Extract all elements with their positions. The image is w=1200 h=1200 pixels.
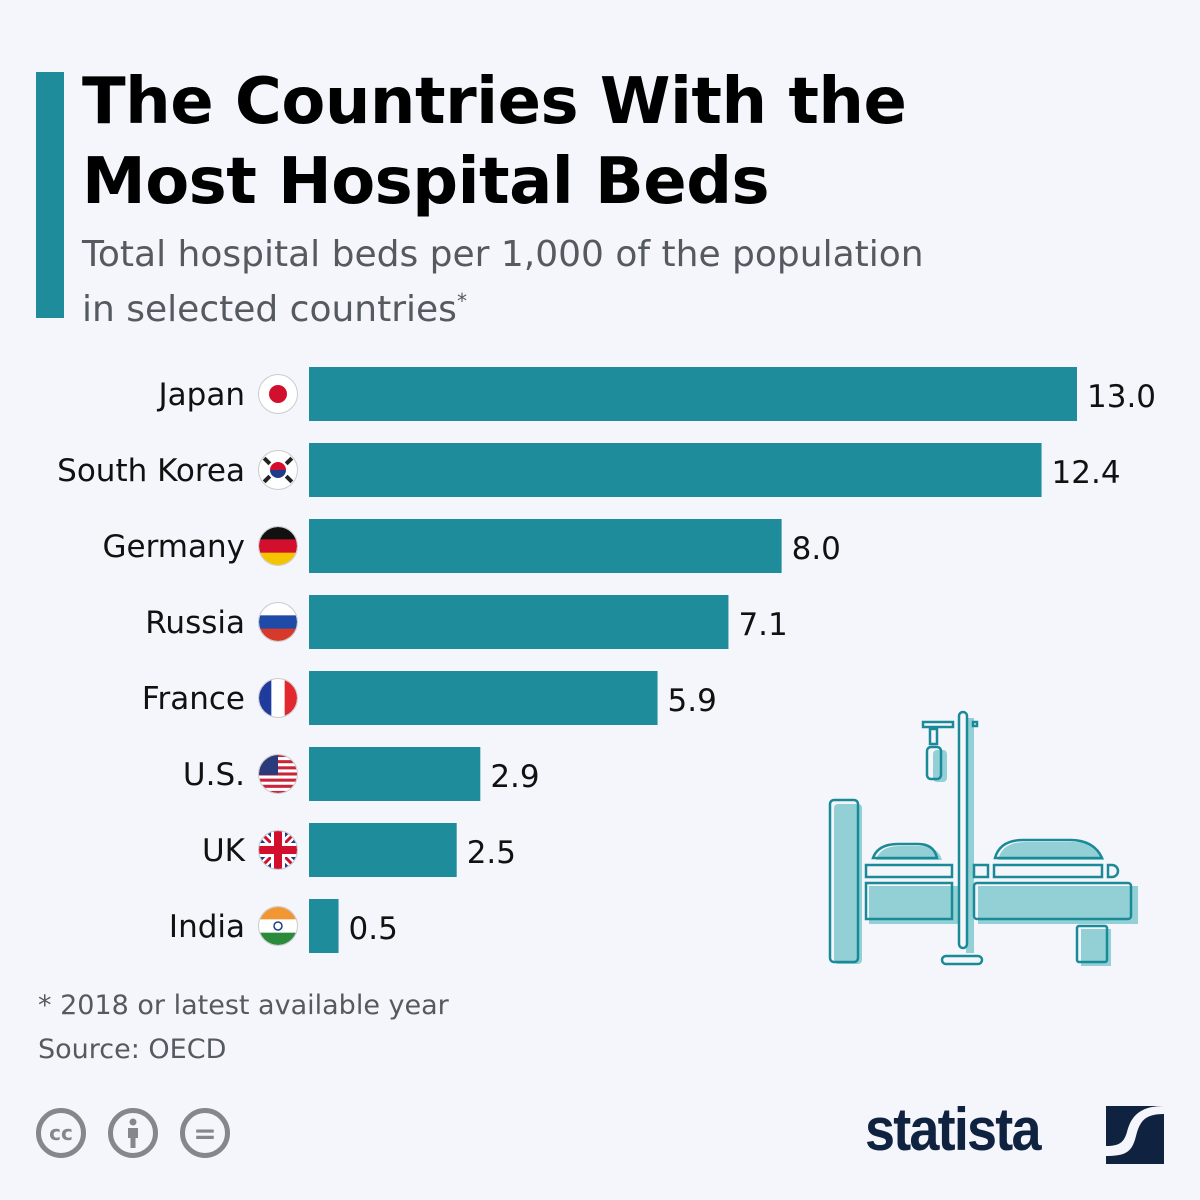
value-label: 13.0	[1087, 379, 1156, 415]
south-korea-flag-icon	[258, 450, 298, 490]
category-label: U.S.	[183, 757, 245, 793]
cc-license-icon[interactable]: cc	[36, 1108, 86, 1158]
subtitle-line-1: Total hospital beds per 1,000 of the pop…	[82, 234, 924, 275]
value-label: 5.9	[668, 683, 717, 719]
no-derivatives-icon[interactable]: =	[180, 1108, 230, 1158]
equals-label: =	[193, 1116, 217, 1150]
category-label: Russia	[145, 605, 245, 641]
value-label: 7.1	[738, 607, 787, 643]
title-line-2: Most Hospital Beds	[82, 145, 770, 219]
source-note: Source: OECD	[38, 1034, 227, 1065]
category-label: Japan	[157, 377, 245, 413]
bar-germany	[309, 519, 782, 573]
value-label: 0.5	[349, 911, 398, 947]
category-label: South Korea	[57, 453, 245, 489]
bar-india	[309, 899, 339, 953]
bar-japan	[309, 367, 1077, 421]
value-label: 2.9	[490, 759, 539, 795]
uk-flag-icon	[258, 830, 298, 870]
chart-title: The Countries With the Most Hospital Bed…	[82, 62, 907, 222]
india-flag-icon	[258, 906, 298, 946]
france-flag-icon	[258, 678, 298, 718]
bar-south-korea	[309, 443, 1042, 497]
title-accent-bar	[36, 72, 64, 318]
bar-france	[309, 671, 658, 725]
chart-subtitle: Total hospital beds per 1,000 of the pop…	[82, 232, 924, 333]
statista-logo-mark-icon	[1106, 1106, 1164, 1164]
bar-u-s-	[309, 747, 481, 801]
statista-logo[interactable]: statista	[865, 1096, 1041, 1163]
value-label: 12.4	[1052, 455, 1121, 491]
title-line-1: The Countries With the	[82, 65, 907, 139]
hospital-bed-icon	[828, 710, 1138, 966]
russia-flag-icon	[258, 602, 298, 642]
japan-flag-icon	[258, 374, 298, 414]
cc-label: cc	[49, 1121, 73, 1145]
subtitle-line-2: in selected countries	[82, 289, 457, 330]
footnote: * 2018 or latest available year	[38, 990, 449, 1021]
category-label: UK	[202, 833, 246, 869]
bar-russia	[309, 595, 729, 649]
person-icon	[128, 1118, 138, 1148]
us-flag-icon	[258, 754, 298, 794]
value-label: 2.5	[467, 835, 516, 871]
bar-uk	[309, 823, 457, 877]
attribution-icon[interactable]	[108, 1108, 158, 1158]
category-label: Germany	[103, 529, 245, 565]
category-label: France	[142, 681, 245, 717]
germany-flag-icon	[258, 526, 298, 566]
bar-chart: Japan 13.0 South Korea 12.4 Germany 8.0 Russia…	[57, 367, 1156, 953]
category-label: India	[169, 909, 245, 945]
value-label: 8.0	[792, 531, 841, 567]
asterisk: *	[456, 289, 467, 313]
